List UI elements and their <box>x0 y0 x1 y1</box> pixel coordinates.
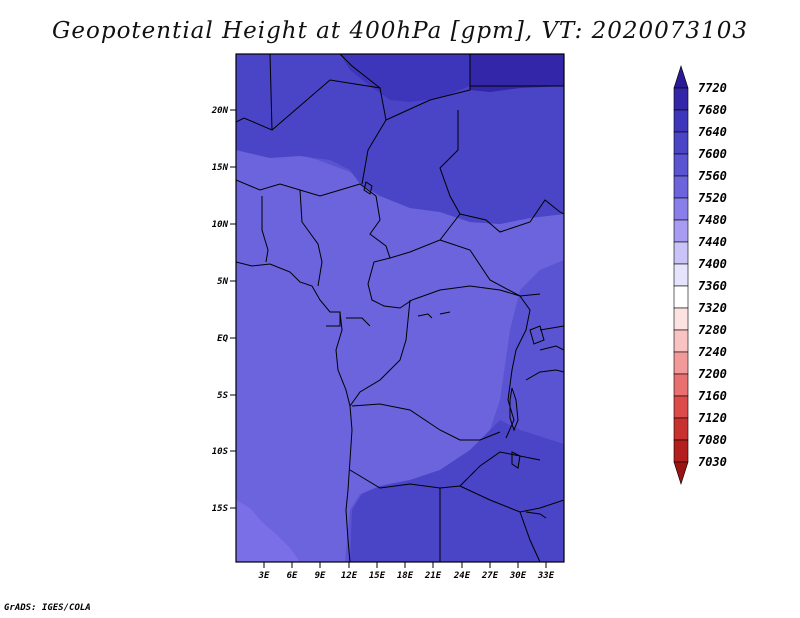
colorbar-box <box>673 241 689 265</box>
band-higher <box>340 54 470 102</box>
colorbar: 7720 7680 7640 7600 7560 7520 7480 7440 7400 7360… <box>673 65 727 485</box>
lon-label: 27E <box>481 571 499 581</box>
map-frame <box>235 53 565 563</box>
colorbar-label: 7200 <box>698 367 727 381</box>
lat-tick-15N: 15N <box>212 163 236 173</box>
colorbar-box <box>673 329 689 353</box>
lon-label: 24E <box>453 571 471 581</box>
colorbar-box <box>673 351 689 375</box>
colorbar-box <box>673 153 689 177</box>
colorbar-label: 7400 <box>698 257 727 271</box>
lat-label: 20N <box>211 106 229 116</box>
lon-tick-9E: 9E <box>315 562 326 581</box>
lon-label: 9E <box>315 571 326 581</box>
lon-axis: 3E 6E 9E 12E 15E 18E 21E 24E 27E 30E 33E <box>258 562 555 581</box>
lat-label: 5S <box>217 391 228 401</box>
country-borders <box>236 54 564 562</box>
colorbar-box <box>673 109 689 133</box>
colorbar-box <box>673 285 689 309</box>
lat-tick-EQ: EQ <box>217 334 236 344</box>
colorbar-box <box>673 439 689 463</box>
lon-label: 21E <box>424 571 442 581</box>
lat-label: 15S <box>212 504 229 514</box>
map-title: Geopotential Height at 400hPa [gpm], VT:… <box>52 18 748 44</box>
lon-label: 3E <box>258 571 270 581</box>
colorbar-label: 7600 <box>698 147 727 161</box>
lon-label: 12E <box>341 571 358 581</box>
colorbar-label: 7360 <box>698 279 727 293</box>
lat-tick-5N: 5N <box>217 277 236 287</box>
contour-field <box>236 54 564 562</box>
lon-tick-33E: 33E <box>537 562 555 581</box>
colorbar-label: 7280 <box>698 323 727 337</box>
lon-tick-24E: 24E <box>453 562 471 581</box>
lat-axis: 20N 15N 10N 5N EQ 5S 10S 15S <box>211 106 236 514</box>
colorbar-top-arrow <box>673 65 689 89</box>
colorbar-box <box>673 373 689 397</box>
lon-tick-18E: 18E <box>397 562 414 581</box>
lat-label: 5N <box>217 277 228 287</box>
colorbar-label: 7080 <box>698 433 727 447</box>
colorbar-box <box>673 417 689 441</box>
colorbar-box <box>673 395 689 419</box>
band-highest <box>470 54 564 92</box>
colorbar-label: 7160 <box>698 389 727 403</box>
lon-label: 15E <box>369 571 386 581</box>
colorbar-label: 7320 <box>698 301 727 315</box>
band-low <box>236 150 564 562</box>
footer-credit: GrADS: IGES/COLA <box>4 603 91 613</box>
lat-tick-10N: 10N <box>212 220 236 230</box>
colorbar-label: 7030 <box>698 455 727 469</box>
colorbar-box <box>673 219 689 243</box>
colorbar-box <box>673 87 689 111</box>
lat-label: EQ <box>217 334 228 344</box>
lon-label: 18E <box>397 571 414 581</box>
lon-tick-3E: 3E <box>258 562 270 581</box>
colorbar-label: 7440 <box>698 235 727 249</box>
band-high <box>236 54 564 224</box>
lon-tick-21E: 21E <box>424 562 442 581</box>
colorbar-box <box>673 131 689 155</box>
colorbar-box <box>673 263 689 287</box>
colorbar-label: 7520 <box>698 191 727 205</box>
lat-label: 10N <box>212 220 229 230</box>
colorbar-label: 7240 <box>698 345 727 359</box>
lakes <box>363 181 547 519</box>
lat-tick-20N: 20N <box>211 106 236 116</box>
colorbar-label: 7640 <box>698 125 727 139</box>
lon-label: 30E <box>509 571 527 581</box>
lat-tick-5S: 5S <box>217 391 236 401</box>
lat-tick-10S: 10S <box>212 447 236 457</box>
colorbar-label: 7560 <box>698 169 727 183</box>
band-southeast-high <box>350 420 564 562</box>
lon-tick-6E: 6E <box>287 562 298 581</box>
lon-tick-27E: 27E <box>481 562 499 581</box>
colorbar-label: 7680 <box>698 103 727 117</box>
lat-label: 15N <box>212 163 229 173</box>
colorbar-label: 7120 <box>698 411 727 425</box>
lat-tick-15S: 15S <box>212 504 236 514</box>
colorbar-label: 7720 <box>698 81 727 95</box>
lon-tick-12E: 12E <box>341 562 358 581</box>
colorbar-box <box>673 197 689 221</box>
lon-label: 6E <box>287 571 298 581</box>
colorbar-box <box>673 175 689 199</box>
band-lowest <box>236 500 300 562</box>
colorbar-bottom-arrow <box>673 461 689 485</box>
lon-tick-15E: 15E <box>369 562 386 581</box>
lon-label: 33E <box>537 571 555 581</box>
colorbar-label: 7480 <box>698 213 727 227</box>
colorbar-box <box>673 307 689 331</box>
lat-label: 10S <box>212 447 229 457</box>
lon-tick-30E: 30E <box>509 562 527 581</box>
